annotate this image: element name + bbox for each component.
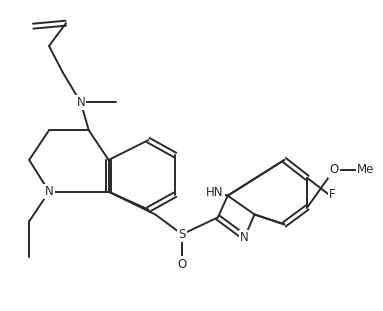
Text: F: F: [329, 188, 336, 201]
Text: Me: Me: [357, 163, 374, 176]
Text: S: S: [178, 228, 186, 241]
Text: N: N: [240, 231, 249, 244]
Text: HN: HN: [206, 186, 224, 199]
Text: O: O: [329, 163, 339, 176]
Text: O: O: [177, 258, 187, 271]
Text: N: N: [77, 96, 85, 109]
Text: N: N: [45, 185, 53, 198]
